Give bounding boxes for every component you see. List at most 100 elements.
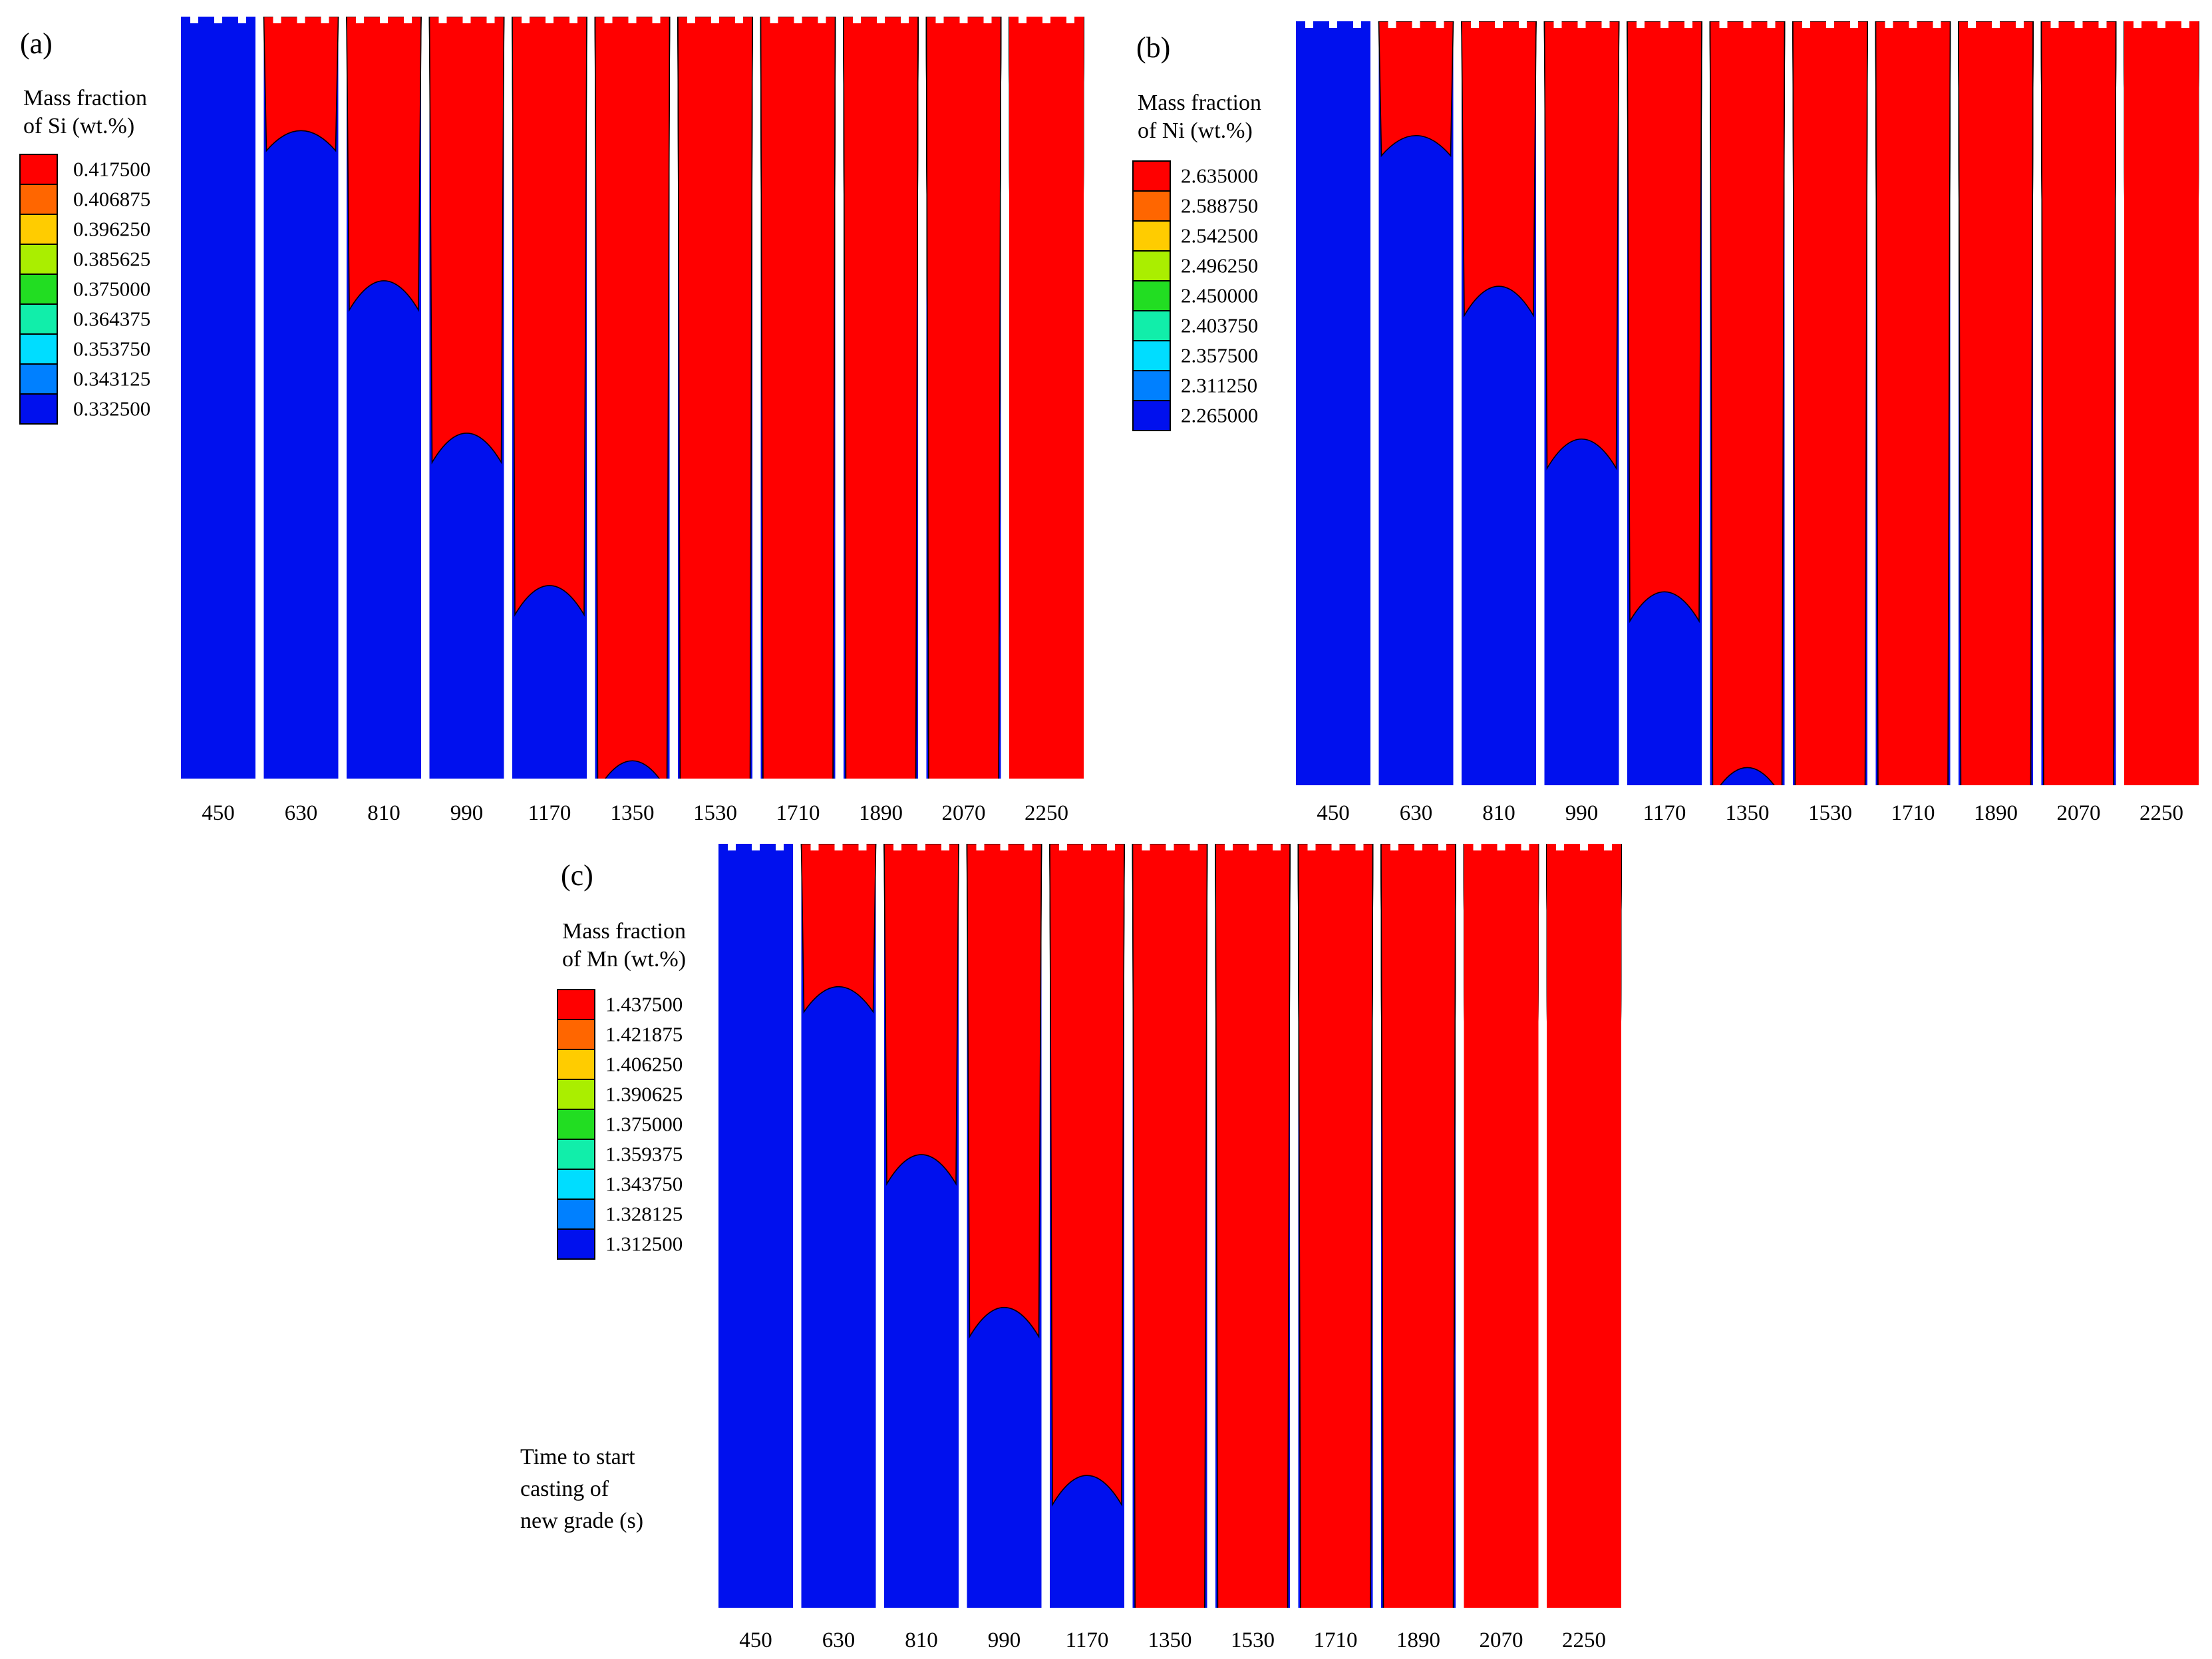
mould-notch: [935, 17, 944, 23]
mould-notch: [2074, 21, 2083, 28]
mould-notch: [834, 844, 843, 850]
legend-value: 2.311250: [1181, 373, 1257, 397]
concentration-band: [1875, 21, 1951, 785]
concentration-band: [800, 844, 877, 1014]
mould-notch: [1909, 21, 1917, 28]
panel-a-legend-title-line1: Mass fraction: [23, 86, 147, 110]
mould-notch: [1660, 21, 1668, 28]
legend-value: 1.343750: [605, 1172, 683, 1195]
time-label: 450: [739, 1628, 772, 1652]
strand-column-1530: [677, 17, 753, 779]
legend-value: 2.496250: [1181, 254, 1258, 277]
strand-column-630: [1378, 21, 1454, 785]
time-label: 2070: [1480, 1628, 1523, 1652]
legend-swatch: [19, 154, 58, 185]
mould-notch: [1273, 844, 1281, 850]
legend-value: 0.385625: [73, 247, 150, 270]
panel-c-caption-line2: casting of: [520, 1477, 609, 1501]
strand-column-1350: [594, 17, 671, 779]
legend-value: 2.635000: [1181, 164, 1258, 187]
strand-column-1530: [1792, 21, 1868, 785]
legend-value: 2.450000: [1181, 283, 1258, 307]
panel-a-legend: 0.417500 0.406875 0.396250 0.385625 0.375000…: [19, 154, 150, 425]
concentration-band: [843, 17, 919, 779]
time-label: 990: [450, 801, 484, 825]
time-label: 1710: [1314, 1628, 1358, 1652]
column-base: [181, 17, 255, 779]
mould-notch: [1438, 844, 1446, 850]
mould-notch: [652, 17, 661, 23]
legend-value: 1.437500: [605, 992, 683, 1015]
time-label: 1530: [693, 801, 737, 825]
concentration-band: [883, 844, 959, 1186]
mould-notch: [1414, 844, 1422, 850]
panel-a: (a) Mass fraction of Si (wt.%) 0.4175000…: [19, 17, 1084, 825]
concentration-band: [2040, 21, 2117, 785]
panel-a-columns: [181, 17, 1084, 779]
mould-notch: [1166, 844, 1174, 850]
mould-notch: [1637, 21, 1645, 28]
legend-swatch: [557, 1198, 595, 1230]
concentration-band: [1627, 21, 1702, 624]
concentration-band: [594, 17, 671, 779]
legend-value: 1.421875: [605, 1022, 683, 1045]
time-label: 630: [1400, 801, 1433, 825]
legend-swatch: [557, 1079, 595, 1110]
mould-notch: [438, 17, 447, 23]
mould-notch: [1992, 21, 2000, 28]
concentration-band: [1049, 844, 1125, 1507]
concentration-band: [1709, 21, 1786, 785]
mould-notch: [1471, 21, 1479, 28]
concentration-band: [1378, 21, 1454, 158]
mould-notch: [1497, 844, 1505, 850]
legend-value: 0.406875: [73, 187, 150, 210]
legend-value: 0.417500: [73, 157, 150, 180]
mould-notch: [1473, 844, 1482, 850]
mould-notch: [1388, 21, 1396, 28]
strand-column-1710: [1875, 21, 1951, 785]
panel-c: (c) Mass fraction of Mn (wt.%) 1.4375001…: [520, 844, 1622, 1652]
mould-notch: [1519, 21, 1527, 28]
column-new-grade: [2124, 21, 2199, 785]
mould-notch: [818, 17, 826, 23]
mould-notch: [1826, 21, 1834, 28]
mould-notch: [1885, 21, 1893, 28]
column-new-grade: [1009, 17, 1084, 779]
time-label: 1890: [859, 801, 903, 825]
time-label: 1530: [1808, 801, 1852, 825]
strand-column-2070: [1463, 844, 1539, 1608]
mould-notch: [735, 17, 743, 23]
legend-swatch: [1132, 400, 1171, 431]
time-label: 990: [1565, 801, 1599, 825]
mould-notch: [1225, 844, 1233, 850]
strand-column-2250: [2124, 21, 2199, 785]
time-label: 1170: [1643, 801, 1686, 825]
concentration-band: [1461, 21, 1537, 318]
mould-notch: [297, 17, 305, 23]
panel-c-legend-title-line2: of Mn (wt.%): [562, 947, 686, 972]
panel-b-label: (b): [1136, 31, 1170, 64]
legend-swatch: [1132, 250, 1171, 281]
mould-notch: [273, 17, 281, 23]
time-label: 2250: [2139, 801, 2183, 825]
mould-notch: [1307, 844, 1316, 850]
mould-notch: [1412, 21, 1420, 28]
legend-value: 2.265000: [1181, 403, 1258, 427]
time-label: 810: [1482, 801, 1515, 825]
legend-swatch: [557, 1109, 595, 1140]
panel-b-columns: [1296, 21, 2199, 785]
mould-notch: [877, 17, 885, 23]
mould-notch: [2133, 21, 2141, 28]
legend-value: 0.332500: [73, 397, 150, 420]
time-label: 1350: [1148, 1628, 1192, 1652]
time-label: 1710: [776, 801, 820, 825]
mould-notch: [1390, 844, 1398, 850]
mould-notch: [628, 17, 637, 23]
strand-column-990: [966, 844, 1042, 1608]
mould-notch: [1553, 21, 1562, 28]
panel-c-legend: 1.437500 1.421875 1.406250 1.390625 1.375000…: [557, 989, 683, 1260]
mould-notch: [959, 17, 968, 23]
time-label: 1890: [1396, 1628, 1440, 1652]
mould-notch: [1249, 844, 1257, 850]
mould-notch: [2157, 21, 2165, 28]
